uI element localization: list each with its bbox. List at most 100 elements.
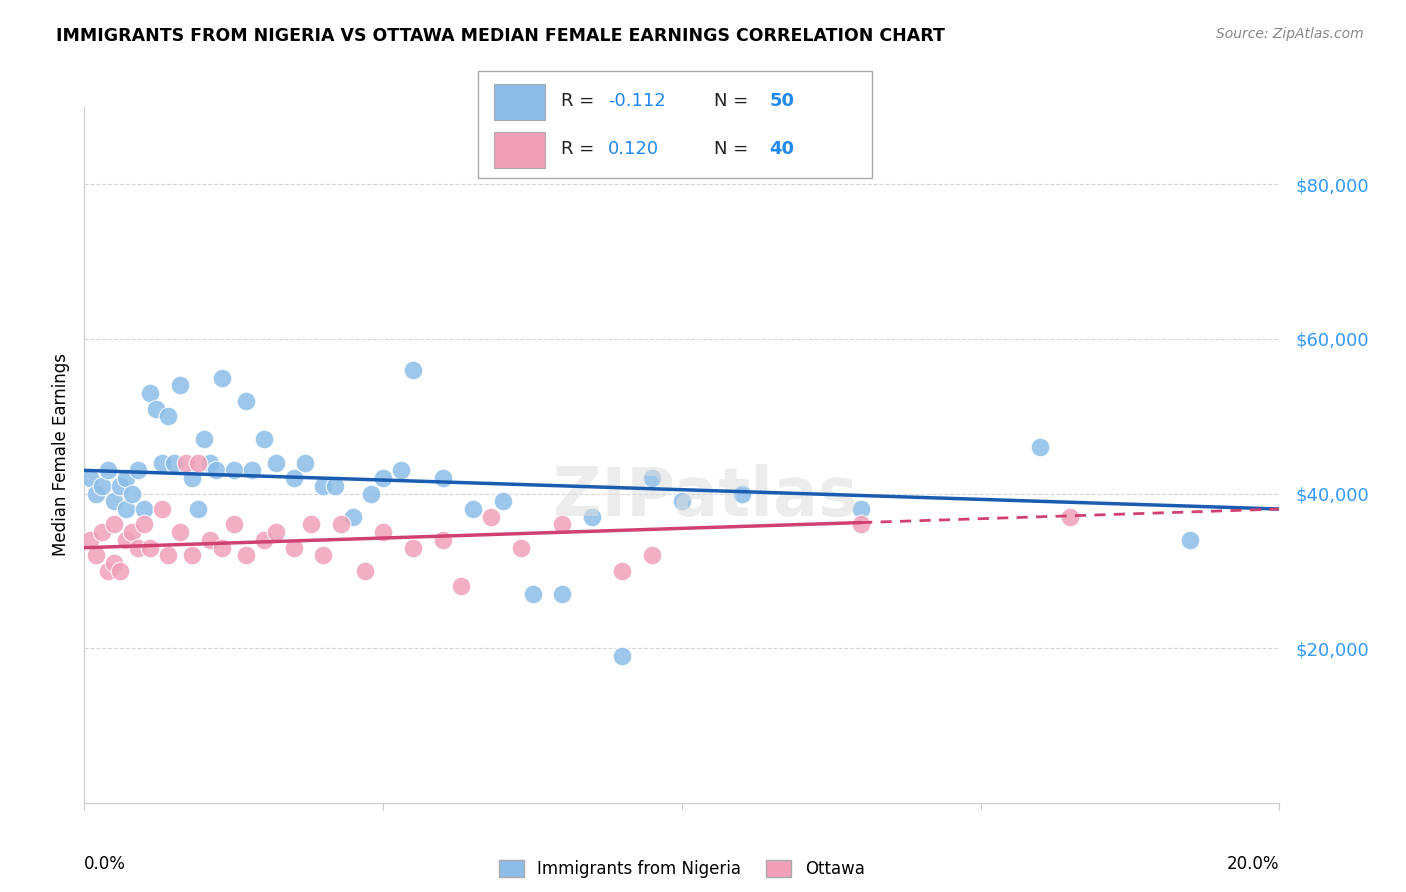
Point <box>86 549 108 563</box>
Point <box>205 463 228 477</box>
Point <box>103 556 125 570</box>
Point <box>301 517 323 532</box>
Point <box>91 525 114 540</box>
Point <box>323 479 347 493</box>
Point <box>610 564 633 578</box>
Point <box>103 494 125 508</box>
Point <box>115 502 138 516</box>
Point <box>432 471 454 485</box>
Point <box>610 648 633 663</box>
Point <box>103 517 125 532</box>
Point <box>169 525 191 540</box>
Point <box>157 409 180 424</box>
Point <box>264 456 287 470</box>
Point <box>1178 533 1201 547</box>
Point <box>198 533 221 547</box>
Point <box>91 479 114 493</box>
Point <box>461 502 484 516</box>
Text: ZIPatlas: ZIPatlas <box>554 464 858 530</box>
Text: 50: 50 <box>769 93 794 111</box>
Point <box>97 564 120 578</box>
Point <box>360 486 382 500</box>
Point <box>187 502 209 516</box>
Point <box>211 541 233 555</box>
Point <box>79 471 101 485</box>
Point <box>1059 509 1081 524</box>
Point <box>312 549 335 563</box>
Text: 40: 40 <box>769 141 794 159</box>
Text: Source: ZipAtlas.com: Source: ZipAtlas.com <box>1216 27 1364 41</box>
Point <box>253 533 276 547</box>
Point <box>450 579 472 593</box>
Point <box>132 517 156 532</box>
Point <box>283 541 305 555</box>
Point <box>121 486 143 500</box>
Point <box>551 517 574 532</box>
FancyBboxPatch shape <box>494 84 546 120</box>
Point <box>671 494 693 508</box>
Point <box>551 587 574 601</box>
Point <box>145 401 167 416</box>
Point <box>132 502 156 516</box>
Point <box>115 471 138 485</box>
Point <box>402 541 425 555</box>
Text: N =: N = <box>714 141 754 159</box>
Point <box>330 517 353 532</box>
Point <box>115 533 138 547</box>
Point <box>211 370 233 384</box>
Point <box>193 433 215 447</box>
Point <box>235 549 257 563</box>
Point <box>641 549 664 563</box>
Point <box>139 386 162 401</box>
Point <box>139 541 162 555</box>
Point <box>79 533 101 547</box>
Point <box>127 463 149 477</box>
Point <box>294 456 316 470</box>
FancyBboxPatch shape <box>494 132 546 168</box>
Y-axis label: Median Female Earnings: Median Female Earnings <box>52 353 70 557</box>
Point <box>187 456 209 470</box>
Point <box>110 479 132 493</box>
Point <box>97 463 120 477</box>
Point <box>522 587 544 601</box>
Point <box>157 549 180 563</box>
Point <box>180 549 202 563</box>
Point <box>163 456 186 470</box>
Point <box>222 463 245 477</box>
Point <box>198 456 221 470</box>
Point <box>121 525 143 540</box>
Point <box>641 471 664 485</box>
Point <box>222 517 245 532</box>
Point <box>240 463 263 477</box>
Point <box>180 471 202 485</box>
Point <box>174 456 197 470</box>
Point <box>253 433 276 447</box>
Text: R =: R = <box>561 93 600 111</box>
Point <box>283 471 305 485</box>
Point <box>235 393 257 408</box>
Text: N =: N = <box>714 93 754 111</box>
FancyBboxPatch shape <box>478 71 872 178</box>
Point <box>731 486 754 500</box>
Point <box>849 502 872 516</box>
Point <box>389 463 412 477</box>
Point <box>264 525 287 540</box>
Point <box>1029 440 1052 454</box>
Point <box>849 517 872 532</box>
Text: IMMIGRANTS FROM NIGERIA VS OTTAWA MEDIAN FEMALE EARNINGS CORRELATION CHART: IMMIGRANTS FROM NIGERIA VS OTTAWA MEDIAN… <box>56 27 945 45</box>
Point <box>479 509 502 524</box>
Point <box>371 471 394 485</box>
Point <box>342 509 364 524</box>
Point <box>110 564 132 578</box>
Text: 20.0%: 20.0% <box>1227 855 1279 873</box>
Point <box>169 378 191 392</box>
Point <box>402 363 425 377</box>
Point <box>432 533 454 547</box>
Point <box>509 541 531 555</box>
Point <box>492 494 515 508</box>
Text: 0.120: 0.120 <box>607 141 659 159</box>
Point <box>581 509 603 524</box>
Text: R =: R = <box>561 141 600 159</box>
Point <box>312 479 335 493</box>
Point <box>150 456 173 470</box>
